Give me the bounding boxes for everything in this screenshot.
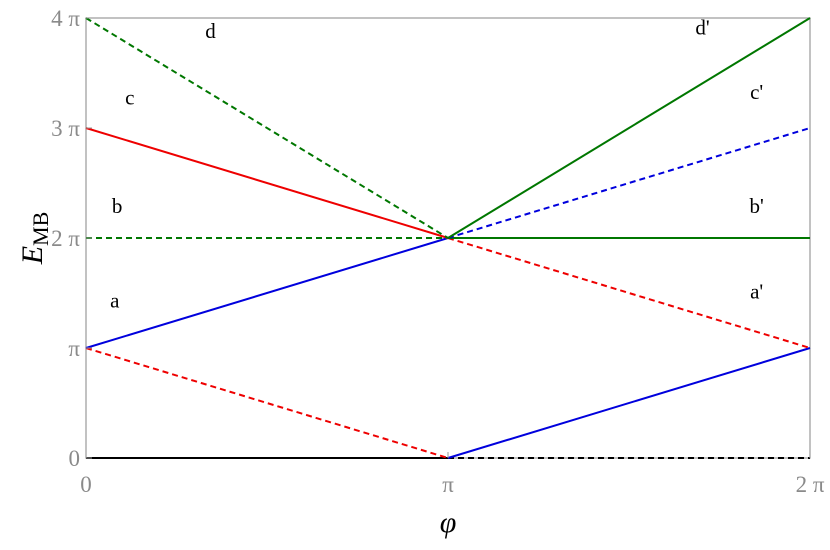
tick-layer: 0 π 2 π 3 π 4 π 0 π 2 π bbox=[51, 6, 825, 497]
curve-label-2: c bbox=[125, 85, 134, 109]
x-tick-label-1: π bbox=[442, 472, 454, 497]
series-line-2 bbox=[85, 347, 449, 459]
curve-label-0: a bbox=[110, 288, 120, 312]
y-axis-title-main: E bbox=[16, 246, 49, 265]
y-tick-label-2: 2 π bbox=[51, 226, 80, 251]
curve-label-7: d' bbox=[695, 15, 709, 39]
y-tick-label-3: 3 π bbox=[51, 116, 80, 141]
curve-label-4: a' bbox=[750, 280, 763, 304]
series-layer bbox=[85, 17, 811, 459]
series-line-4 bbox=[85, 237, 449, 349]
curve-label-6: c' bbox=[750, 80, 763, 104]
y-tick-label-1: π bbox=[68, 336, 80, 361]
annotation-layer: a b c d a' b' c' d' bbox=[110, 15, 764, 312]
series-line-10 bbox=[85, 17, 449, 239]
series-line-5 bbox=[447, 237, 811, 349]
curve-label-1: b bbox=[112, 194, 123, 218]
curve-label-5: b' bbox=[749, 194, 763, 218]
curve-label-3: d bbox=[205, 19, 216, 43]
series-line-8 bbox=[85, 127, 449, 239]
series-line-11 bbox=[447, 17, 811, 239]
y-tick-label-4: 4 π bbox=[51, 6, 80, 31]
y-tick-label-0: 0 bbox=[69, 446, 81, 471]
x-axis-title: φ bbox=[440, 506, 457, 539]
y-axis-title: EMB bbox=[16, 212, 53, 266]
x-tick-label-2: 2 π bbox=[796, 472, 825, 497]
x-tick-label-0: 0 bbox=[80, 472, 92, 497]
y-axis-title-sub: MB bbox=[28, 212, 53, 246]
series-line-9 bbox=[447, 127, 811, 239]
series-line-3 bbox=[447, 347, 811, 459]
